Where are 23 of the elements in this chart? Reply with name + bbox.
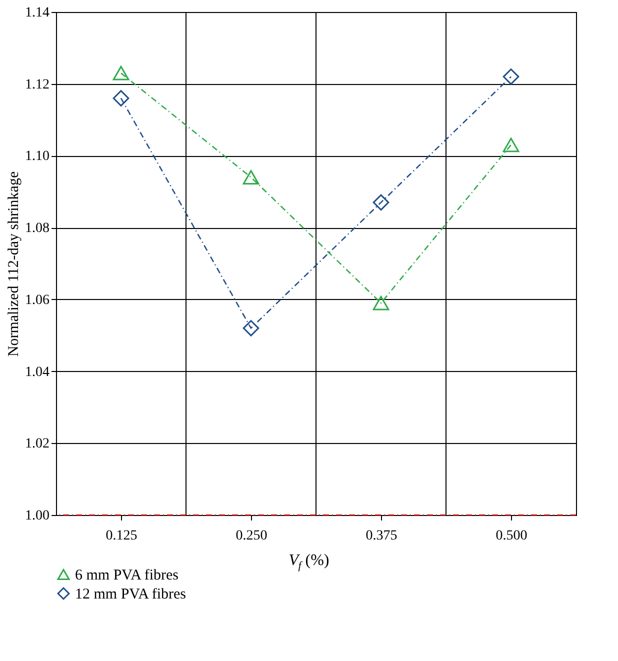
point (502, 138, 520, 152)
y-tick-label: 1.02 (25, 436, 50, 452)
y-tick-label: 1.14 (25, 6, 50, 20)
point (242, 170, 260, 184)
y-axis-title: Normalized 112-day shrinkage (6, 171, 22, 357)
y-tick-label: 1.10 (25, 149, 50, 164)
x-tick-label: 0.375 (366, 528, 398, 544)
x-tick-label: 0.250 (236, 528, 268, 544)
y-tick-label: 1.08 (25, 221, 50, 236)
point (112, 90, 130, 106)
y-tick-label: 1.00 (25, 508, 50, 524)
x-tick-label: 0.125 (106, 528, 138, 544)
point (372, 194, 390, 211)
legend-label: 12 mm PVA fibres (75, 586, 186, 602)
point (112, 66, 130, 80)
point (372, 296, 390, 310)
y-tick-label: 1.06 (25, 292, 50, 308)
legend-label: 6 mm PVA fibres (75, 568, 179, 584)
x-tick-label: 0.500 (496, 528, 528, 544)
point (502, 68, 520, 85)
point (242, 320, 260, 336)
y-tick-label: 1.04 (25, 364, 50, 380)
y-tick-label: 1.12 (25, 77, 50, 92)
